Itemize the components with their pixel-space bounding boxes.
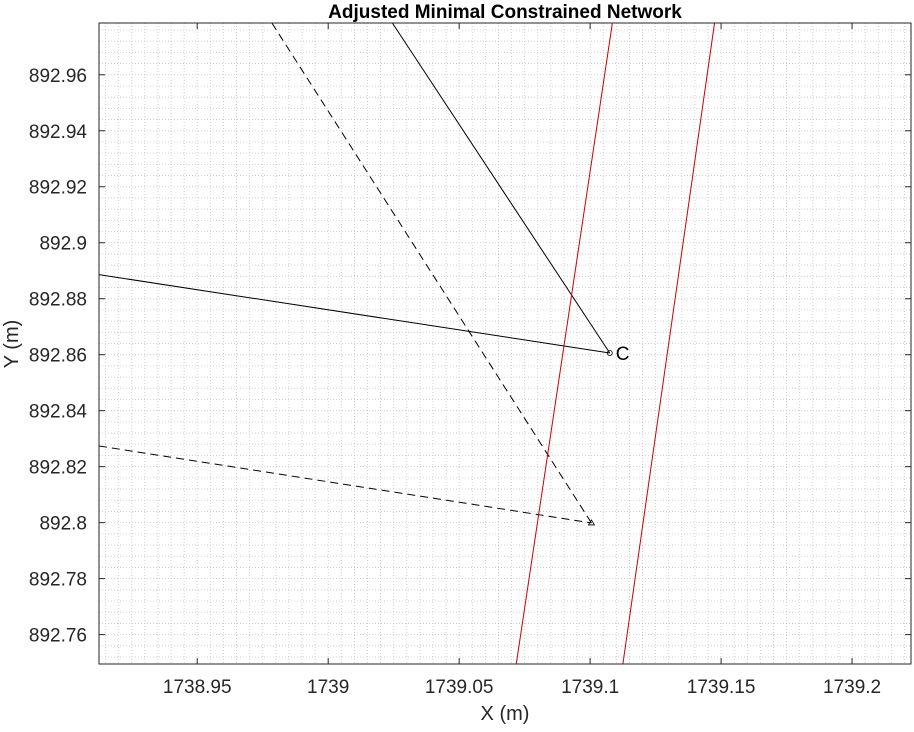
point-marker-circle	[606, 350, 613, 356]
y-tick-label: 892.82	[29, 458, 87, 479]
series-line-3	[98, 445, 592, 524]
y-tick-label: 892.9	[39, 234, 87, 255]
y-tick-label: 892.8	[39, 514, 87, 535]
tick-layer: 1738.95 1739 1739.05 1739.1 1739.15 1739.2 892…	[29, 23, 911, 698]
x-tick-label: 1739.15	[687, 677, 756, 698]
y-tick-label: 892.94	[29, 122, 88, 143]
y-tick-label: 892.76	[29, 626, 87, 647]
x-tick-label: 1739.05	[425, 677, 494, 698]
y-tick-label: 892.88	[29, 290, 87, 311]
x-tick-label: 1738.95	[163, 677, 232, 698]
series-line-5	[515, 22, 613, 665]
y-tick-label: 892.78	[29, 570, 87, 591]
series-layer: C	[98, 22, 716, 665]
series-line-6	[622, 22, 716, 665]
series-line-2	[391, 22, 611, 354]
minor-grid	[99, 23, 911, 664]
y-tick-label: 892.86	[29, 346, 87, 367]
series-line-4	[271, 22, 592, 524]
x-axis-label: X (m)	[481, 703, 530, 725]
y-tick-label: 892.96	[29, 66, 87, 87]
y-axis-label: Y (m)	[1, 320, 23, 369]
x-tick-label: 1739	[307, 677, 349, 698]
plot-frame	[98, 22, 912, 665]
series-line-1	[98, 274, 610, 354]
y-tick-label: 892.92	[29, 178, 87, 199]
chart-title: Adjusted Minimal Constrained Network	[328, 2, 682, 23]
point-marker-triangle	[587, 519, 596, 526]
x-tick-label: 1739.2	[823, 677, 881, 698]
y-tick-label: 892.84	[29, 402, 88, 423]
x-tick-label: 1739.1	[561, 677, 619, 698]
point-label: C	[616, 344, 630, 365]
